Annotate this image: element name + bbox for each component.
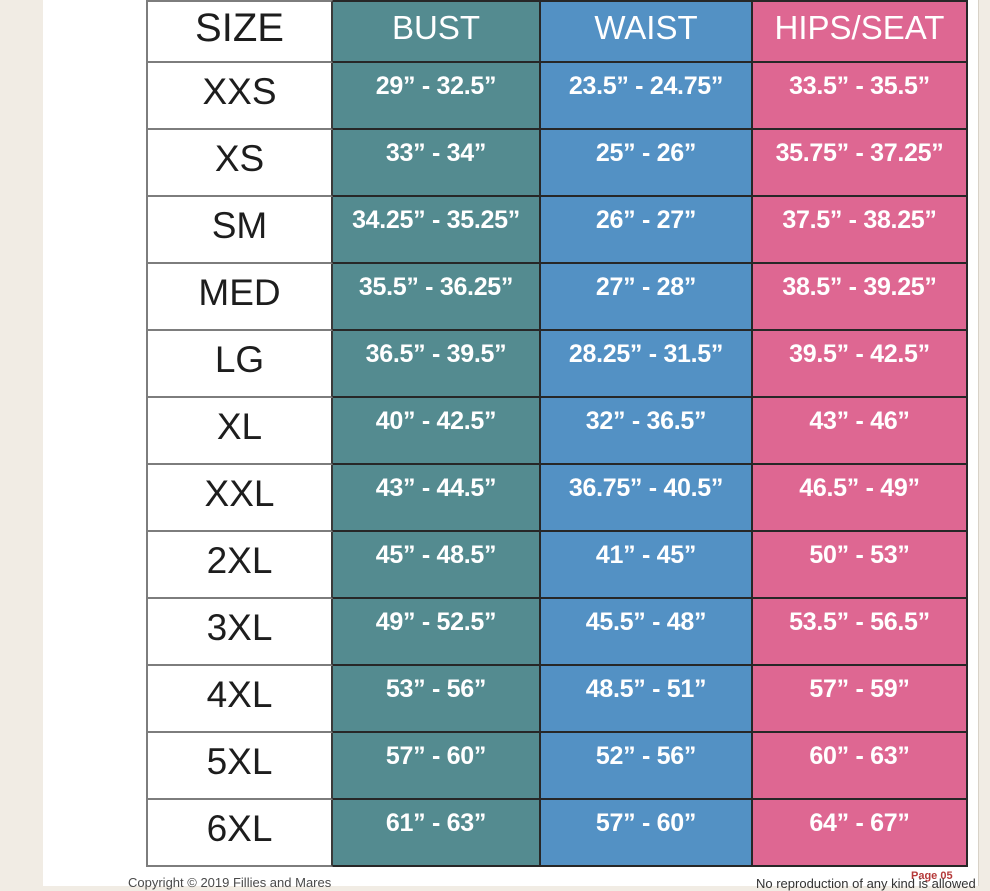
footer-notice-text: No reproduction of any kind is allowed	[756, 876, 976, 891]
size-cell: 3XL	[146, 599, 333, 666]
waist-cell: 36.75” - 40.5”	[541, 465, 753, 532]
footer-copyright-text: Copyright © 2019 Fillies and Mares	[128, 875, 332, 890]
table-row: 5XL 57” - 60” 52” - 56” 60” - 63”	[146, 733, 968, 800]
hips-cell: 37.5” - 38.25”	[753, 197, 968, 264]
size-cell: LG	[146, 331, 333, 398]
size-cell: XXS	[146, 63, 333, 130]
hips-cell: 43” - 46”	[753, 398, 968, 465]
waist-cell: 57” - 60”	[541, 800, 753, 867]
table-row: LG 36.5” - 39.5” 28.25” - 31.5” 39.5” - …	[146, 331, 968, 398]
table-row: XL 40” - 42.5” 32” - 36.5” 43” - 46”	[146, 398, 968, 465]
table-row: XS 33” - 34” 25” - 26” 35.75” - 37.25”	[146, 130, 968, 197]
table-row: XXL 43” - 44.5” 36.75” - 40.5” 46.5” - 4…	[146, 465, 968, 532]
size-cell: XL	[146, 398, 333, 465]
waist-cell: 26” - 27”	[541, 197, 753, 264]
bust-cell: 57” - 60”	[333, 733, 541, 800]
hips-cell: 57” - 59”	[753, 666, 968, 733]
footer-page-number: Page 05	[911, 870, 953, 882]
hips-cell: 50” - 53”	[753, 532, 968, 599]
bust-cell: 49” - 52.5”	[333, 599, 541, 666]
size-cell: 2XL	[146, 532, 333, 599]
bust-cell: 40” - 42.5”	[333, 398, 541, 465]
waist-cell: 27” - 28”	[541, 264, 753, 331]
hips-cell: 46.5” - 49”	[753, 465, 968, 532]
size-cell: XXL	[146, 465, 333, 532]
hips-cell: 38.5” - 39.25”	[753, 264, 968, 331]
header-size: SIZE	[146, 0, 333, 63]
size-cell: SM	[146, 197, 333, 264]
bust-cell: 34.25” - 35.25”	[333, 197, 541, 264]
hips-cell: 53.5” - 56.5”	[753, 599, 968, 666]
hips-cell: 33.5” - 35.5”	[753, 63, 968, 130]
waist-cell: 25” - 26”	[541, 130, 753, 197]
bust-cell: 33” - 34”	[333, 130, 541, 197]
header-waist: WAIST	[541, 0, 753, 63]
table-row: SM 34.25” - 35.25” 26” - 27” 37.5” - 38.…	[146, 197, 968, 264]
table-row: 3XL 49” - 52.5” 45.5” - 48” 53.5” - 56.5…	[146, 599, 968, 666]
table-row: 2XL 45” - 48.5” 41” - 45” 50” - 53”	[146, 532, 968, 599]
size-cell: MED	[146, 264, 333, 331]
waist-cell: 23.5” - 24.75”	[541, 63, 753, 130]
header-bust: BUST	[333, 0, 541, 63]
table-row: XXS 29” - 32.5” 23.5” - 24.75” 33.5” - 3…	[146, 63, 968, 130]
size-cell: 4XL	[146, 666, 333, 733]
size-cell: 6XL	[146, 800, 333, 867]
bust-cell: 35.5” - 36.25”	[333, 264, 541, 331]
waist-cell: 52” - 56”	[541, 733, 753, 800]
bust-cell: 36.5” - 39.5”	[333, 331, 541, 398]
table-header-row: SIZE BUST WAIST HIPS/SEAT	[146, 0, 968, 63]
bust-cell: 43” - 44.5”	[333, 465, 541, 532]
waist-cell: 32” - 36.5”	[541, 398, 753, 465]
size-cell: XS	[146, 130, 333, 197]
waist-cell: 28.25” - 31.5”	[541, 331, 753, 398]
bust-cell: 61” - 63”	[333, 800, 541, 867]
hips-cell: 60” - 63”	[753, 733, 968, 800]
waist-cell: 41” - 45”	[541, 532, 753, 599]
bust-cell: 29” - 32.5”	[333, 63, 541, 130]
hips-cell: 64” - 67”	[753, 800, 968, 867]
hips-cell: 39.5” - 42.5”	[753, 331, 968, 398]
bust-cell: 53” - 56”	[333, 666, 541, 733]
table-row: 6XL 61” - 63” 57” - 60” 64” - 67”	[146, 800, 968, 867]
bust-cell: 45” - 48.5”	[333, 532, 541, 599]
header-hips: HIPS/SEAT	[753, 0, 968, 63]
waist-cell: 45.5” - 48”	[541, 599, 753, 666]
table-row: 4XL 53” - 56” 48.5” - 51” 57” - 59”	[146, 666, 968, 733]
hips-cell: 35.75” - 37.25”	[753, 130, 968, 197]
size-cell: 5XL	[146, 733, 333, 800]
table-row: MED 35.5” - 36.25” 27” - 28” 38.5” - 39.…	[146, 264, 968, 331]
size-chart-table: SIZE BUST WAIST HIPS/SEAT XXS 29” - 32.5…	[146, 0, 968, 867]
waist-cell: 48.5” - 51”	[541, 666, 753, 733]
document-page: SIZE BUST WAIST HIPS/SEAT XXS 29” - 32.5…	[43, 0, 979, 891]
